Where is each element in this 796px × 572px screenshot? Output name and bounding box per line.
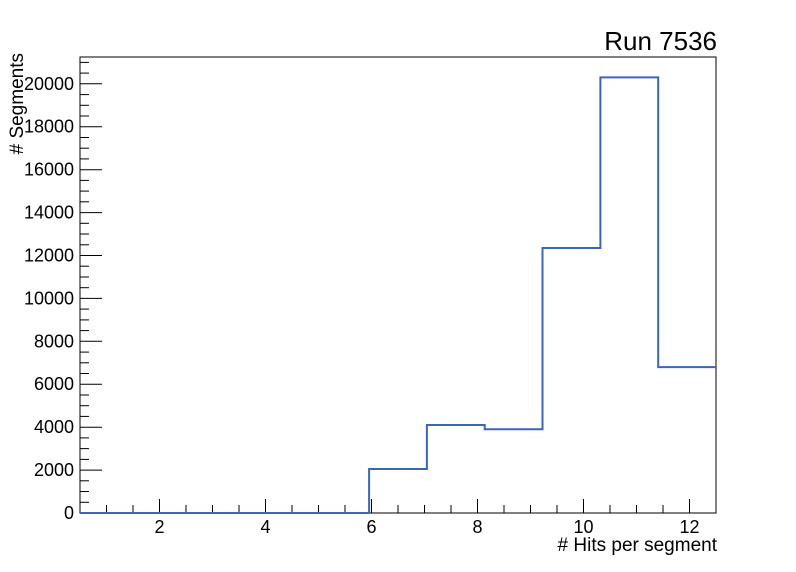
y-tick-label: 12000 bbox=[24, 246, 74, 266]
x-tick-label: 12 bbox=[679, 517, 699, 537]
y-tick-label: 2000 bbox=[34, 460, 74, 480]
x-tick-label: 8 bbox=[472, 517, 482, 537]
histogram-line bbox=[80, 76, 716, 514]
y-tick-label: 6000 bbox=[34, 374, 74, 394]
y-tick-label: 20000 bbox=[24, 74, 74, 94]
y-axis-title: # Segments bbox=[7, 53, 28, 154]
x-tick-label: 4 bbox=[260, 517, 270, 537]
y-tick-label: 10000 bbox=[24, 288, 74, 308]
y-tick-label: 18000 bbox=[24, 117, 74, 137]
x-tick-label: 6 bbox=[366, 517, 376, 537]
y-tick-label: 14000 bbox=[24, 203, 74, 223]
plot-frame bbox=[79, 56, 717, 514]
y-tick-label: 16000 bbox=[24, 160, 74, 180]
axes-layer: 2 4 6 8 10 12 0 2000 4000 6000 8000 10000 12000 14000… bbox=[24, 56, 717, 537]
x-tick-label: 10 bbox=[573, 517, 593, 537]
y-tick-label: 8000 bbox=[34, 331, 74, 351]
x-tick-label: 2 bbox=[154, 517, 164, 537]
chart-title: Run 7536 bbox=[604, 26, 717, 56]
x-axis-title: # Hits per segment bbox=[558, 535, 718, 556]
y-tick-label: 4000 bbox=[34, 417, 74, 437]
y-tick-label: 0 bbox=[64, 503, 74, 523]
